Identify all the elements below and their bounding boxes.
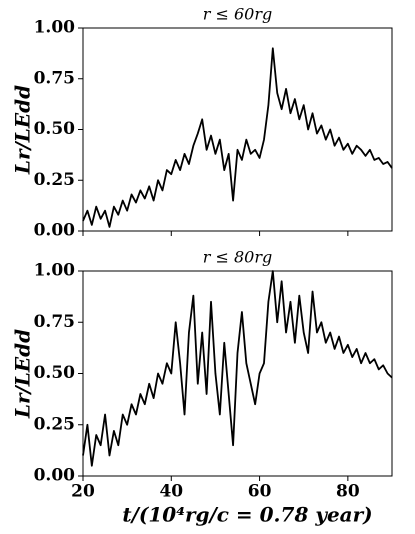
y-tick-label: 0.00 [34,466,76,486]
y-tick-label: 0.00 [34,221,76,241]
x-tick-label: 60 [248,482,272,502]
axes-frame [82,27,393,232]
panel-title: r ≤ 80rg [203,248,272,267]
y-tick-label: 0.25 [34,414,75,434]
y-tick-label: 0.25 [34,170,75,190]
x-tick-label: 40 [159,482,183,502]
x-tick-label: 80 [336,482,360,502]
x-axis-label: t/(10⁴rg/c = 0.78 year) [122,503,372,527]
y-tick-label: 0.50 [34,363,76,383]
x-tick-label: 20 [71,482,95,502]
y-tick-label: 0.75 [34,312,75,332]
y-tick-label: 0.50 [34,119,76,139]
y-axis-label: Lr/LEdd [11,85,35,175]
panel-title: r ≤ 60rg [203,5,272,24]
data-line [82,270,393,467]
y-tick-label: 1.00 [34,18,76,38]
data-line [82,47,393,228]
y-tick-label: 1.00 [34,261,76,281]
axes-frame [82,270,393,477]
y-tick-label: 0.75 [34,68,75,88]
y-axis-label: Lr/LEdd [11,329,35,419]
